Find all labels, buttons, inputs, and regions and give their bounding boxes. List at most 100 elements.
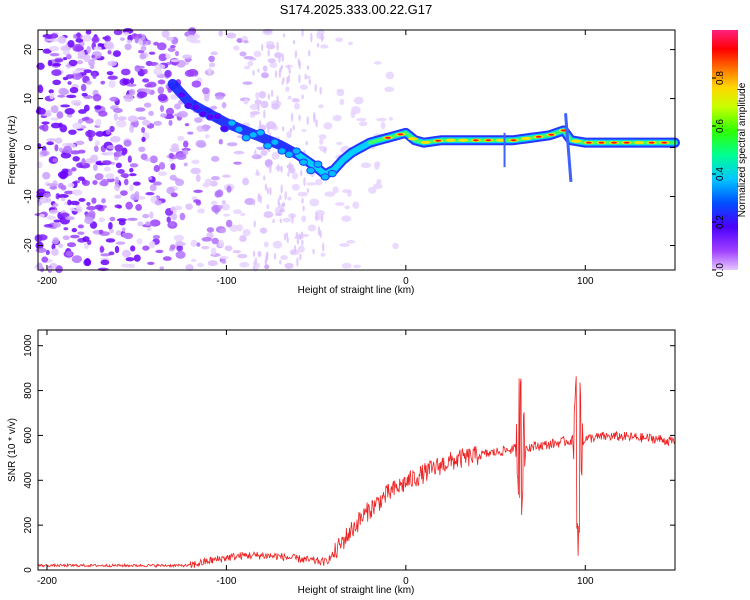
spectrogram-noise-blob [41, 256, 49, 263]
spectrogram-ridge-hotspot [634, 141, 645, 145]
spectrogram-noise-blob [258, 90, 266, 99]
spectrogram-noise-blob [374, 161, 381, 167]
spectrogram-noise-blob [115, 119, 127, 128]
spectrogram-noise-blob [269, 62, 278, 68]
spectrogram-noise-blob [70, 99, 82, 106]
spectrogram-noise-blob [264, 258, 267, 266]
spectrogram-noise-blob [219, 228, 226, 234]
spectrogram-noise-blob [46, 215, 57, 220]
spectrogram-noise-blob [72, 208, 81, 212]
spectrogram-noise-blob [45, 249, 50, 256]
spectrogram-noise-blob [185, 264, 194, 272]
spectrogram-noise-blob [95, 118, 102, 127]
spectrogram-noise-blob [224, 245, 233, 252]
spectrogram-noise-blob [201, 236, 212, 242]
spectrogram-noise-blob [149, 184, 157, 192]
spectrogram-noise-blob [315, 178, 323, 186]
spectrogram-noise-blob [272, 240, 283, 249]
spectrogram-noise-blob [142, 245, 150, 251]
spectrogram-noise-blob [392, 242, 399, 250]
spectrogram-noise-blob [243, 55, 254, 60]
spectrogram-noise-blob [293, 102, 301, 110]
spectrogram-noise-blob [170, 59, 180, 63]
spectrogram-noise-blob [75, 38, 84, 43]
spectrogram-noise-blob [185, 203, 193, 210]
spectrogram-noise-blob [221, 260, 227, 264]
snr-series-line [37, 376, 676, 569]
spectrogram-noise-blob [63, 49, 71, 56]
spectrogram-noise-blob [279, 66, 283, 73]
spectrogram-noise-blob [107, 60, 117, 67]
spectrogram-noise-blob [129, 125, 135, 133]
snr-panel: -200 -100 0 100 0 200 400 600 800 1000 Height of… [7, 329, 676, 596]
spectrogram-noise-blob [54, 137, 63, 144]
spectrogram-noise-blob [50, 105, 59, 114]
spectrogram-noise-blob [158, 162, 166, 170]
spectrogram-noise-blob [86, 201, 91, 206]
spectrogram-noise-blob [136, 238, 143, 245]
spectrogram-noise-blob [173, 177, 181, 182]
spectrogram-noise-blob [94, 204, 104, 210]
spectrogram-noise-blob [69, 86, 79, 94]
spectrogram-noise-blob [291, 249, 294, 256]
spectrogram-noise-blob [143, 102, 152, 108]
snr-x-tick-label: 100 [577, 576, 594, 587]
spectrogram-noise-blob [60, 197, 66, 202]
spectrogram-noise-blob [169, 221, 175, 227]
spectrogram-noise-blob [297, 191, 308, 197]
spectrogram-noise-blob [127, 217, 138, 221]
spectrogram-noise-blob [137, 39, 144, 46]
spectrogram-noise-blob [72, 43, 83, 52]
spectrogram-noise-blob [133, 254, 141, 262]
spectrogram-noise-blob [274, 70, 278, 78]
spectrogram-ridge-hotspot [485, 139, 492, 142]
spectrogram-noise-blob [310, 32, 313, 43]
spectrogram-noise-blob [117, 169, 125, 174]
snr-y-ticks: 0 200 400 600 800 1000 [23, 334, 675, 573]
spectrogram-noise-blob [233, 45, 240, 51]
spectrogram-noise-blob [105, 173, 115, 180]
spectrogram-noise-blob [127, 115, 139, 123]
spectrogram-noise-blob [287, 171, 290, 177]
spectrogram-noise-blob [67, 39, 75, 48]
spectrogram-noise-blob [303, 176, 306, 187]
spectrogram-noise-blob [167, 47, 176, 52]
spectrogram-noise-blob [106, 71, 114, 76]
spectrogram-noise-blob [95, 130, 105, 137]
spectrogram-noise-blob [99, 180, 109, 187]
spectrogram-noise-blob [197, 262, 205, 268]
snr-x-tick-label: 0 [403, 576, 409, 587]
spectrogram-y-tick-label: 0 [23, 144, 34, 150]
spectrogram-noise-blob [229, 224, 239, 232]
spectrogram-noise-blob [202, 87, 210, 95]
spectrogram-noise-blob [157, 79, 166, 85]
spectrogram-noise-blob [93, 46, 102, 51]
spectrogram-noise-blob [286, 131, 292, 139]
spectrogram-ridge-blob [177, 91, 187, 99]
spectrogram-noise-blob [372, 183, 383, 190]
spectrogram-noise-blob [91, 36, 100, 44]
spectrogram-noise-blob [98, 229, 104, 234]
spectrogram-noise-blob [113, 113, 118, 121]
spectrogram-noise-blob [318, 104, 324, 109]
spectrogram-noise-blob [146, 81, 157, 88]
spectrogram-ridge-blob [270, 138, 280, 146]
spectrogram-noise-blob [208, 62, 216, 68]
spectrogram-noise-blob [58, 122, 63, 127]
spectrogram-noise-blob [114, 176, 120, 185]
spectrogram-noise-blob [174, 103, 182, 110]
spectrogram-ridge-blob [198, 110, 208, 118]
spectrogram-noise-blob [258, 120, 262, 128]
spectrogram-noise-blob [265, 41, 275, 45]
spectrogram-noise-blob [267, 125, 270, 134]
spectrogram-noise-blob [134, 191, 140, 199]
spectrogram-noise-blob [60, 45, 71, 52]
spectrogram-noise-blob [336, 88, 345, 93]
spectrogram-ridge-hotspot [472, 139, 479, 142]
spectrogram-noise-blob [50, 117, 60, 121]
spectrogram-noise-blob [309, 198, 320, 207]
spectrogram-noise-blob [109, 125, 115, 133]
spectrogram-y-tick-label: 10 [23, 93, 34, 105]
spectrogram-noise-blob [42, 171, 51, 180]
spectrogram-noise-blob [242, 81, 253, 85]
